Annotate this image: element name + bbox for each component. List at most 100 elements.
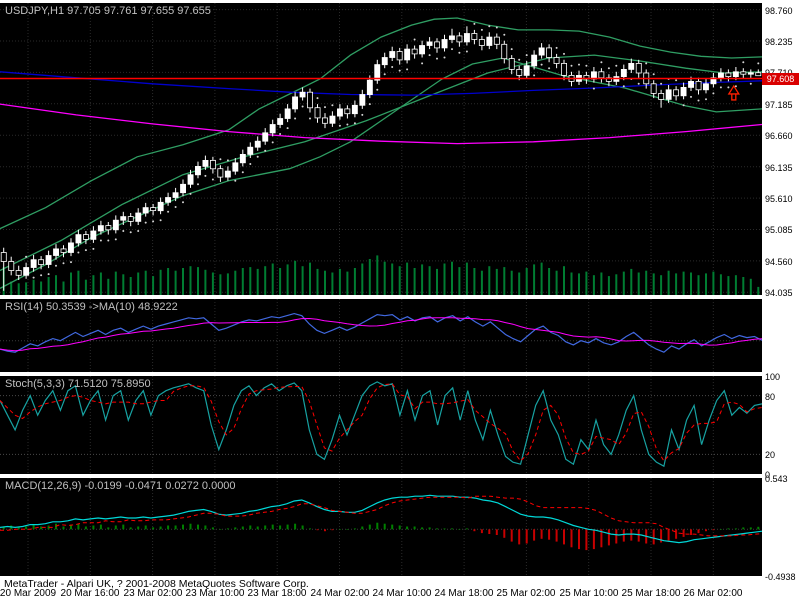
macd-histogram-bar xyxy=(25,526,28,530)
candle xyxy=(247,146,254,155)
macd-histogram-bar xyxy=(391,524,394,530)
macd-histogram-bar xyxy=(413,526,416,530)
candle xyxy=(404,48,411,61)
candle xyxy=(112,219,119,231)
volume-bar xyxy=(129,277,132,295)
volume-bar xyxy=(279,268,282,295)
volume-bar xyxy=(249,267,252,295)
candle xyxy=(703,83,709,91)
main-chart-canvas[interactable] xyxy=(0,3,762,295)
sar-dot xyxy=(555,46,558,49)
volume-bar xyxy=(749,278,752,295)
volume-bar xyxy=(197,267,199,295)
sar-dot xyxy=(488,25,491,28)
sar-dot xyxy=(600,61,603,64)
sar-dot xyxy=(47,273,50,276)
macd-histogram-bar xyxy=(675,529,678,539)
time-axis-label: 20 Mar 16:00 xyxy=(60,588,120,599)
volume-bar xyxy=(368,259,371,295)
volume-bar xyxy=(324,270,326,295)
sar-dot xyxy=(107,239,110,242)
price-scale-column[interactable]: 98.76098.23597.71097.18596.66096.13595.6… xyxy=(762,0,800,600)
volume-bar xyxy=(637,272,640,295)
sar-dot xyxy=(675,79,678,82)
sar-dot xyxy=(719,86,722,89)
candle xyxy=(516,69,523,76)
stochastic-canvas[interactable] xyxy=(0,376,762,474)
macd-histogram-bar xyxy=(167,525,170,530)
time-axis-label: 25 Mar 02:00 xyxy=(496,588,556,599)
candle xyxy=(396,51,403,61)
candle xyxy=(23,267,30,276)
macd-histogram-bar xyxy=(503,529,506,538)
macd-histogram-bar xyxy=(458,529,461,530)
time-axis[interactable]: 20 Mar 2009 20 Mar 16:00 23 Mar 02:00 23 Ma… xyxy=(0,588,762,600)
candle xyxy=(83,234,89,240)
macd-histogram-bar xyxy=(667,529,670,541)
volume-bar xyxy=(62,281,65,295)
volume-bar xyxy=(40,281,43,295)
candle xyxy=(755,72,762,77)
candle xyxy=(53,248,59,256)
macd-histogram-bar xyxy=(398,525,401,530)
volume-bar xyxy=(219,274,222,295)
volume-bar xyxy=(264,266,267,295)
candle xyxy=(546,47,552,58)
sar-dot xyxy=(331,104,334,107)
volume-bar xyxy=(391,263,394,295)
volume-bar xyxy=(615,274,618,295)
sar-dot xyxy=(144,221,147,224)
macd-histogram-bar xyxy=(70,524,72,530)
candle xyxy=(411,48,418,55)
scale-tick-label: 94.035 xyxy=(765,288,793,298)
macd-histogram-bar xyxy=(368,524,371,530)
volume-bar xyxy=(563,266,565,295)
macd-histogram-bar xyxy=(742,527,745,530)
macd-histogram-bar xyxy=(2,526,5,530)
volume-bar xyxy=(383,261,386,295)
macd-histogram-bar xyxy=(99,524,102,530)
sar-dot xyxy=(167,210,170,213)
volume-bar xyxy=(570,272,573,295)
macd-canvas[interactable] xyxy=(0,478,762,576)
candle xyxy=(680,87,687,97)
volume-bar xyxy=(533,264,536,295)
candle xyxy=(419,45,425,55)
macd-histogram-bar xyxy=(637,529,640,542)
macd-histogram-bar xyxy=(428,527,431,530)
rsi-canvas[interactable] xyxy=(0,299,762,372)
sar-dot xyxy=(346,123,349,126)
candle xyxy=(15,270,22,276)
volume-bar xyxy=(413,268,416,295)
candle xyxy=(262,132,269,142)
volume-bar xyxy=(331,272,334,295)
volume-bar xyxy=(241,268,244,295)
volume-bar xyxy=(443,263,446,295)
candle xyxy=(75,234,82,244)
volume-bar xyxy=(25,282,28,295)
volume-bar xyxy=(525,268,528,295)
candle xyxy=(389,51,396,58)
macd-histogram-bar xyxy=(159,526,162,530)
volume-bar xyxy=(592,275,595,295)
volume-bar xyxy=(652,273,655,295)
volume-bar xyxy=(107,278,110,295)
sar-dot xyxy=(84,249,87,252)
macd-histogram-bar xyxy=(137,526,140,530)
sar-dot xyxy=(211,178,214,181)
candle xyxy=(598,71,605,79)
volume-bar xyxy=(99,272,102,295)
macd-histogram-bar xyxy=(465,528,468,530)
volume-bar xyxy=(465,262,468,295)
sar-dot xyxy=(70,261,72,264)
sar-dot xyxy=(309,117,311,120)
sar-dot xyxy=(353,122,356,125)
candle xyxy=(441,39,448,49)
sar-dot xyxy=(533,74,536,77)
volume-bar xyxy=(540,262,543,295)
candle xyxy=(471,33,478,40)
ma-magenta-line xyxy=(0,103,762,145)
volume-bar xyxy=(630,268,633,295)
volume-bar xyxy=(122,274,125,295)
candle xyxy=(0,252,7,262)
